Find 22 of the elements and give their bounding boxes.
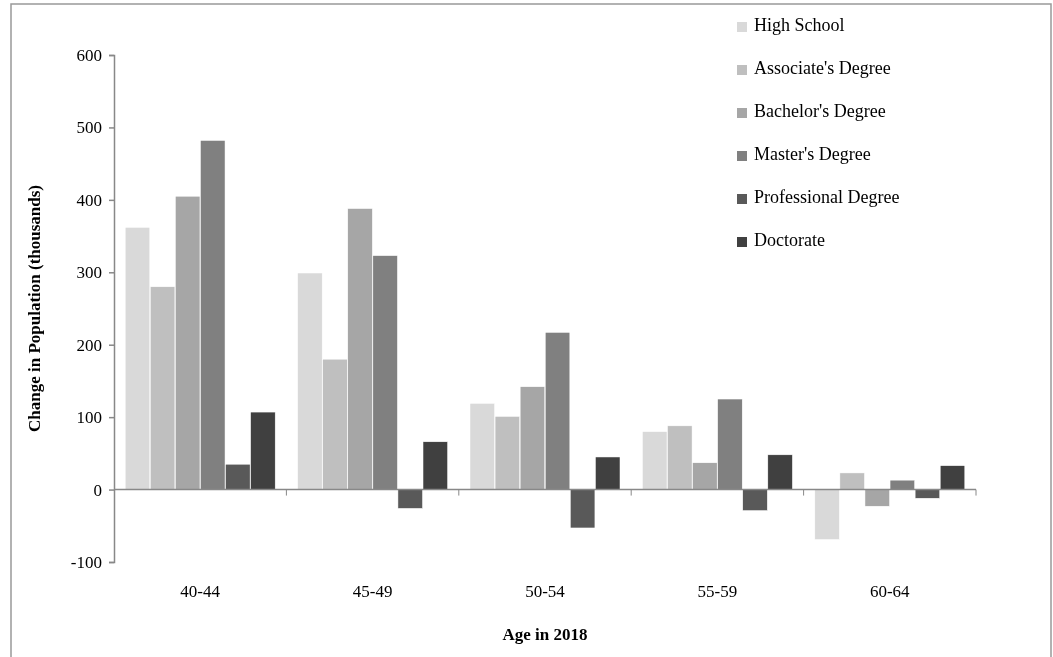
y-tick-label: -100 <box>70 552 102 572</box>
legend-label: Professional Degree <box>754 187 900 207</box>
x-tick-label: 40-44 <box>180 582 221 601</box>
y-tick-label: 300 <box>76 263 102 283</box>
x-tick-label: 60-64 <box>869 582 911 601</box>
y-tick-label: 600 <box>76 45 102 65</box>
y-tick-label: 500 <box>76 118 102 138</box>
y-tick-label: 200 <box>76 335 102 355</box>
legend-label: High School <box>754 15 845 35</box>
y-axis-title: Change in Population (thousands) <box>25 184 44 433</box>
x-tick-label: 45-49 <box>352 582 393 601</box>
x-tick-label: 50-54 <box>525 582 566 601</box>
legend-label: Associate's Degree <box>754 58 891 78</box>
y-tick-label: 0 <box>93 480 102 500</box>
legend-label: Master's Degree <box>754 144 871 164</box>
legend-label: Doctorate <box>754 230 825 250</box>
x-tick-label: 55-59 <box>697 582 738 601</box>
bar <box>939 465 966 490</box>
y-tick-label: 400 <box>76 190 102 210</box>
legend-label: Bachelor's Degree <box>754 101 886 121</box>
y-tick-label: 100 <box>76 408 102 428</box>
x-axis-title: Age in 2018 <box>502 625 588 644</box>
